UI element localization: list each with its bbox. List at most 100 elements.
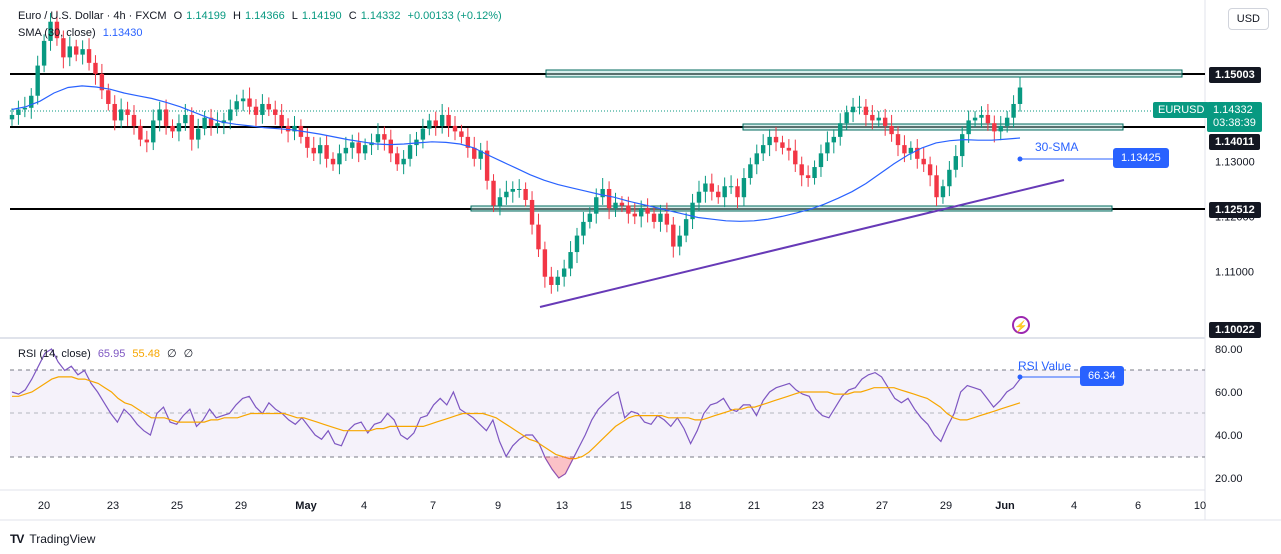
sma-legend: SMA (30, close) 1.13430 [18, 27, 143, 39]
rsi-ma-legend-value: 55.48 [132, 348, 160, 360]
zone-114011[interactable] [742, 123, 1124, 131]
candle [542, 249, 548, 277]
candle [831, 136, 837, 143]
candle [420, 128, 426, 140]
candle [870, 114, 875, 121]
x-tick-label: 29 [940, 500, 952, 512]
candle [722, 186, 727, 198]
candle [927, 164, 933, 176]
candle [960, 134, 965, 157]
candle [947, 169, 952, 187]
candle [131, 114, 137, 126]
x-tick-label: 29 [235, 500, 247, 512]
candle [889, 125, 894, 135]
candle [626, 205, 631, 214]
candle [594, 197, 599, 214]
x-tick-label: 4 [361, 500, 367, 512]
rsi-legend-value: 65.95 [97, 348, 126, 360]
candle [375, 134, 381, 143]
candle [67, 46, 72, 58]
candle [176, 123, 182, 132]
candle [80, 49, 85, 55]
candle [677, 235, 682, 247]
currency-button[interactable]: USD [1227, 8, 1269, 30]
candle [16, 109, 21, 115]
candle [407, 145, 413, 159]
candle [414, 139, 419, 146]
candle [651, 213, 657, 222]
last-price-tag: 1.14332 03:38:39 [1207, 102, 1262, 132]
candle [940, 186, 946, 198]
brand-name: TradingView [29, 532, 96, 546]
x-tick-label: 20 [38, 500, 50, 512]
x-tick-label: 4 [1071, 500, 1077, 512]
candle [125, 109, 130, 115]
candle [1011, 103, 1016, 118]
footer-brand[interactable]: TV TradingView [10, 532, 95, 546]
candle [292, 125, 297, 132]
candle [491, 180, 496, 206]
candle [484, 150, 490, 181]
lightning-icon[interactable]: ⚡ [1012, 316, 1030, 334]
candle [606, 188, 612, 209]
candle [170, 125, 175, 132]
candle [857, 106, 862, 108]
trend-line[interactable] [539, 179, 1065, 308]
candle [523, 188, 528, 200]
low-value: 1.14190 [301, 10, 342, 22]
candle [863, 106, 869, 115]
candle [773, 136, 779, 143]
zone-112512[interactable] [470, 205, 1113, 212]
open-value: 1.14199 [186, 10, 226, 22]
rsi-tick-label: 40.00 [1215, 430, 1243, 442]
candle [561, 268, 567, 277]
candle [459, 131, 464, 137]
rsi-annotation-dot [1017, 374, 1023, 380]
candle [510, 188, 515, 192]
zone-115003[interactable] [545, 69, 1183, 78]
candle [709, 183, 715, 192]
bar-countdown: 03:38:39 [1213, 117, 1256, 129]
candle [439, 114, 445, 126]
candle [285, 125, 291, 132]
candle [780, 142, 785, 148]
sma-legend-value: 1.13430 [102, 27, 143, 39]
rsi-legend: RSI (14, close) 65.95 55.48 ∅ ∅ [18, 348, 194, 360]
level-label-1: 1.15003 [1209, 67, 1261, 83]
candle [671, 224, 676, 247]
candle [86, 49, 92, 63]
candle [696, 191, 702, 203]
candle [574, 235, 580, 253]
candle [395, 153, 400, 165]
candle [767, 136, 772, 146]
candle [356, 142, 361, 154]
candle [189, 114, 194, 140]
rsi-annotation-value: 66.34 [1080, 366, 1124, 386]
candle [805, 175, 811, 179]
candle [138, 125, 143, 140]
candle [760, 145, 766, 154]
candle [279, 114, 284, 126]
candle [317, 145, 323, 154]
sma-line [11, 85, 1021, 222]
last-price: 1.14332 [1213, 104, 1253, 116]
candle [735, 186, 740, 198]
high-value: 1.14366 [244, 10, 285, 22]
candle [118, 109, 124, 121]
candle [786, 147, 792, 151]
candle [228, 109, 233, 121]
candle [1017, 87, 1023, 104]
rsi-oversold-fill [542, 456, 576, 478]
candle [581, 221, 586, 236]
candle [638, 208, 644, 217]
candle [998, 125, 1003, 132]
candle [266, 103, 272, 110]
candle [748, 164, 753, 179]
candle [902, 145, 907, 154]
candle [273, 109, 278, 115]
rsi-annotation-text: RSI Value [1018, 359, 1072, 373]
candle [876, 117, 881, 121]
candle [921, 158, 926, 165]
level-label-4: 1.10022 [1209, 322, 1261, 338]
